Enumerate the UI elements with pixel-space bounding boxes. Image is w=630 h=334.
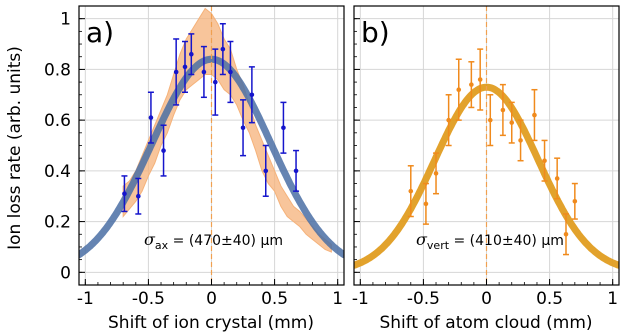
panel-a-y-tick-label: 1 [60,10,71,30]
panel-a-data-series [121,23,300,215]
panel-a-sigma-annotation: σax = (470±40) µm [144,230,283,252]
panel-b-data-series [407,48,578,256]
panel-a-x-tick-label: -0.5 [132,289,165,309]
panel-a-x-tick-label: 1 [332,289,343,309]
panel-a-fit-line [79,55,344,259]
panel-a-sigma-symbol: σ [144,230,156,249]
panel-a-data-point [173,69,179,75]
panel-a-data-point [249,92,255,98]
panel-b-data-point [469,82,474,87]
panel-a-y-tick-label: 0.4 [44,162,71,182]
panel-a-data-point [240,125,246,131]
panel-a-data-point [182,64,188,70]
panel-a-data-point [189,51,194,57]
panel-b-x-tick-label: 0.5 [536,289,563,309]
panel-a-x-axis-label: Shift of ion crystal (mm) [108,313,314,333]
panel-a-data-point [201,69,207,75]
panel-a-band-area [122,7,332,253]
panel-b-data-point [563,231,569,237]
panel-a-sigma-value: = (470±40) µm [168,233,283,249]
panel-b-x-tick-label: 1 [607,289,618,309]
panel-b-data-point [487,117,493,123]
panel-b-sigma-symbol: σ [416,230,428,249]
panel-a-y-tick-label: 0.8 [44,60,71,80]
panel-a-y-tick-label: 0.6 [44,111,71,131]
panel-a-confidence-band [122,7,332,253]
panel-a-data-point [122,191,127,196]
panel-b-data-point [423,201,429,207]
panel-a-data-point [263,168,269,174]
panel-a-y-tick-label: 0.2 [44,213,71,233]
panel-b-sigma-value: = (410±40) µm [449,233,564,249]
panel-b-x-tick-label: -1 [352,289,369,309]
panel-a-x-tick-label: -1 [77,289,94,309]
panel-b-data-point [433,171,439,176]
panel-a-data-point [148,115,154,120]
panel-b-data-point [446,117,451,123]
panel-a-data-point [161,148,166,153]
panel-a-sigma-subscript: ax [155,239,169,252]
panel-a-data-point [220,46,226,52]
panel-a-data-point [281,125,286,131]
panel-b-data-point [518,138,523,143]
panel-b-data-point [477,77,483,82]
panel-b-data-point [542,158,547,164]
panel-b-data-point [408,188,414,194]
panel-a-label: a) [86,16,114,49]
panel-a-data-point [212,79,218,85]
panel-b-sigma-subscript: vert [427,239,450,252]
panel-a-ticks: -1 -0.5 0 0.5 1 0 0.2 0.4 0.6 0.8 1 [44,10,343,309]
panel-b-data-point [554,176,560,181]
panel-b-sigma-annotation: σvert = (410±40) µm [416,230,564,252]
panel-b-data-point [532,112,537,118]
panel-a: -1 -0.5 0 0.5 1 0 0.2 0.4 0.6 0.8 1 a) σax = (470±… [44,5,345,333]
panel-a-x-tick-label: 0 [206,289,217,309]
panel-b-x-tick-label: 0 [481,289,492,309]
panel-a-fit-curve [79,55,344,259]
panel-b-data-point [456,87,462,92]
panel-a-data-point [136,193,141,199]
panel-a-x-tick-label: 0.5 [261,289,288,309]
panel-b-ticks: -1 -0.5 0 0.5 1 [352,18,618,309]
panel-b-data-point [572,199,578,204]
panel-b-label: b) [361,16,390,49]
panel-a-data-point [293,168,299,174]
y-axis-label: Ion loss rate (arb. units) [5,46,25,250]
panel-a-data-point [228,69,233,75]
panel-b: -1 -0.5 0 0.5 1 b) σvert = (410±40) µm Shift… [352,5,620,333]
panel-a-y-tick-label: 0 [60,263,71,283]
panel-b-x-tick-label: -0.5 [407,289,440,309]
panel-b-x-axis-label: Shift of atom cloud (mm) [379,313,592,333]
panel-b-data-point [500,107,506,113]
panel-b-data-point [509,120,515,125]
